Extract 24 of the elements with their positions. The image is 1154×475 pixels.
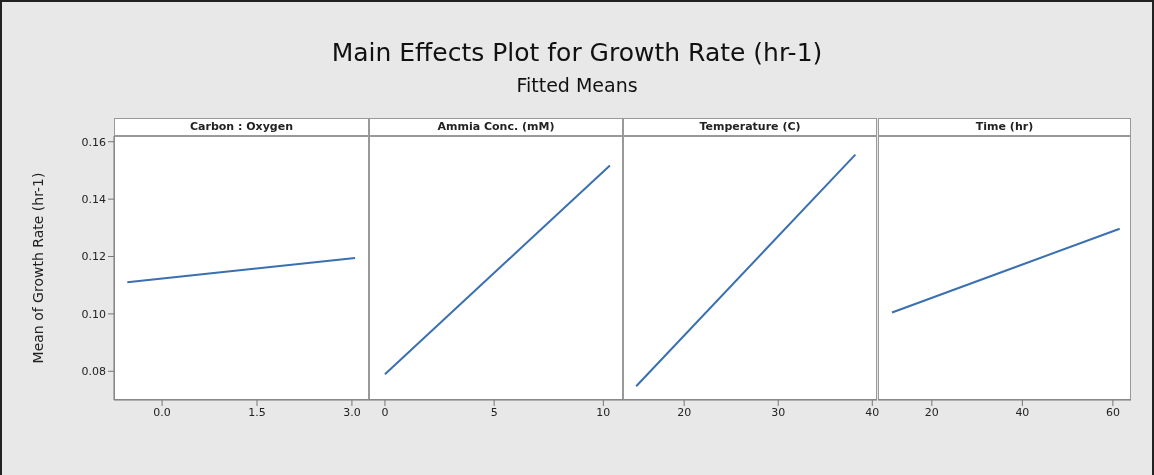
x-axis-title: Temperature (C) — [623, 118, 877, 136]
x-tick-label: 10 — [596, 405, 611, 419]
x-tick-label: 0.0 — [153, 405, 171, 419]
x-tick-label: 1.5 — [248, 405, 266, 419]
y-tick-label: 0.14 — [81, 193, 106, 207]
y-axis-title: Mean of Growth Rate (hr-1) — [29, 172, 46, 364]
x-tick-label: 30 — [771, 405, 786, 419]
y-tick-label: 0.08 — [81, 365, 106, 379]
y-tick-label: 0.10 — [81, 307, 106, 321]
x-axis-title: Carbon : Oxygen — [114, 118, 369, 136]
x-tick-label: 40 — [1015, 405, 1030, 419]
x-tick-label: 3.0 — [343, 405, 361, 419]
x-tick-label: 20 — [924, 405, 939, 419]
x-axis-title: Time (hr) — [878, 118, 1131, 136]
x-axis-title: Ammia Conc. (mM) — [369, 118, 623, 136]
y-tick-label: 0.16 — [81, 135, 106, 149]
x-tick-label: 5 — [490, 405, 498, 419]
chart-subtitle: Fitted Means — [515, 74, 639, 96]
chart-title: Main Effects Plot for Growth Rate (hr-1) — [330, 38, 824, 67]
x-tick-label: 20 — [677, 405, 692, 419]
x-tick-label: 40 — [865, 405, 880, 419]
x-tick-label: 0 — [381, 405, 389, 419]
y-tick-label: 0.12 — [81, 250, 106, 264]
x-tick-label: 60 — [1105, 405, 1120, 419]
